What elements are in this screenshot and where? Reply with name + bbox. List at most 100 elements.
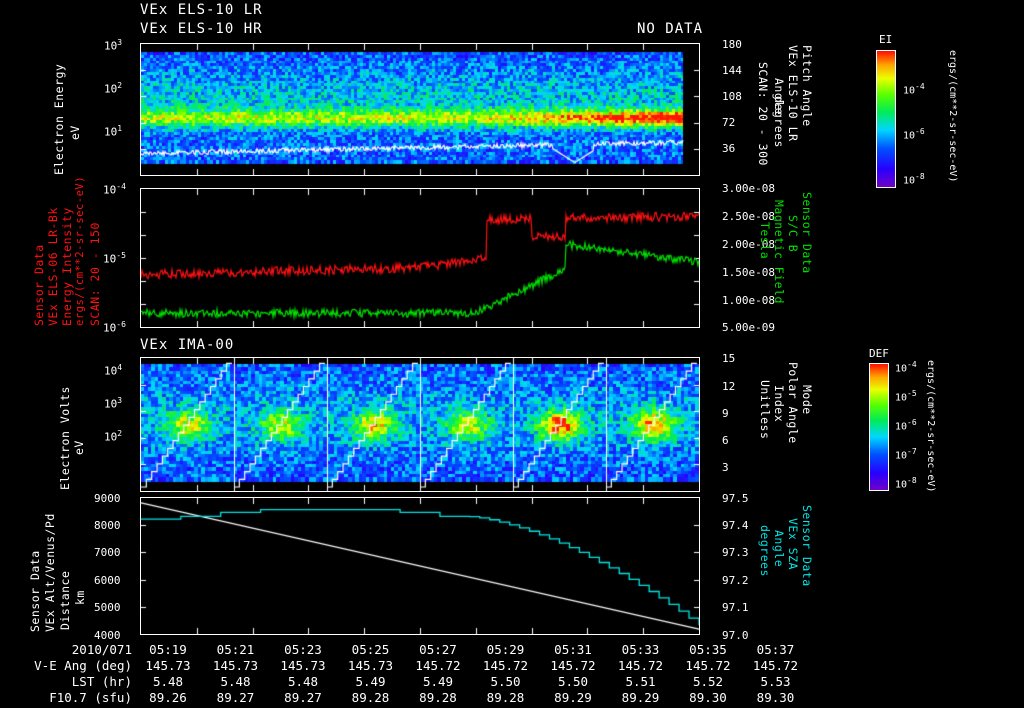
- panel-ima-electron-volts-spectrogram[interactable]: [140, 357, 700, 492]
- panel3-ytick-1: 103: [104, 396, 123, 411]
- table-cell-ve-ang-3: 145.73: [347, 658, 394, 673]
- panel3-right-axis-label-2: Polar Angle: [786, 362, 800, 444]
- colorbar-def-canvas: [870, 364, 888, 490]
- table-cell-ve-ang-7: 145.72: [617, 658, 664, 673]
- panel3-y2tick-3: 6: [722, 434, 729, 447]
- table-cell-time-9: 05:37: [756, 642, 795, 657]
- panel2-ytick-0: 10-4: [103, 182, 126, 197]
- table-cell-time-4: 05:27: [419, 642, 457, 657]
- panel4-y2tick-2: 97.3: [722, 546, 749, 559]
- table-cell-lst-4: 5.49: [422, 674, 454, 689]
- table-cell-f107-7: 89.29: [621, 690, 660, 705]
- panel1-ytick-1: 102: [104, 81, 123, 96]
- panel3-y2tick-0: 15: [722, 352, 736, 365]
- panel2-left-axis-label-4: ergs/(cm**2-sr-sec-eV): [74, 175, 86, 326]
- table-cell-lst-9: 5.53: [760, 674, 791, 689]
- table-cell-lst-1: 5.48: [220, 674, 251, 689]
- table-cell-f107-6: 89.29: [554, 690, 592, 705]
- panel4-ytick-4: 5000: [94, 601, 121, 614]
- colorbar-def-tick-3: 10-7: [895, 447, 917, 462]
- panel2-ytick-2: 10-6: [103, 320, 126, 335]
- panel2-y2tick-5: 5.00e-09: [722, 321, 775, 334]
- table-cell-time-0: 05:19: [149, 642, 187, 657]
- panel1-y2tick-2: 108: [722, 90, 742, 103]
- panel1-nodata-label: NO DATA: [637, 21, 704, 37]
- colorbar-ei-title: EI: [879, 33, 893, 46]
- table-cell-lst-3: 5.49: [355, 674, 386, 689]
- table-cell-ve-ang-9: 145.72: [752, 658, 799, 673]
- panel1-title-lr: VEx ELS-10 LR: [140, 2, 263, 18]
- panel4-ytick-5: 4000: [94, 629, 121, 642]
- table-cell-f107-3: 89.28: [351, 690, 390, 705]
- table-cell-f107-4: 89.28: [419, 690, 457, 705]
- panel4-left-axis-label-2: VEx Alt/Venus/Pd: [43, 513, 57, 632]
- panel4-left-axis-label-4: km: [73, 590, 87, 605]
- colorbar-def-tick-0: 10-4: [895, 360, 917, 375]
- panel1-canvas: [141, 44, 699, 175]
- table-cell-lst-5: 5.50: [490, 674, 521, 689]
- table-cell-time-3: 05:25: [351, 642, 390, 657]
- panel-electron-energy-spectrogram[interactable]: [140, 43, 700, 176]
- panel2-left-axis-label-1: Sensor Data: [32, 244, 46, 326]
- colorbar-ei-tick-2: 10-8: [903, 172, 925, 187]
- panel3-canvas: [141, 358, 699, 491]
- panel4-ytick-1: 8000: [94, 519, 121, 532]
- panel1-right-axis-label-4: degrees: [772, 96, 786, 148]
- table-cell-lst-6: 5.50: [557, 674, 589, 689]
- panel2-left-axis-label-2: VEx ELS-06 LR-Bk: [46, 207, 60, 326]
- panel2-y2tick-0: 3.00e-08: [722, 182, 775, 195]
- table-cell-lst-0: 5.48: [152, 674, 184, 689]
- panel4-ytick-3: 6000: [94, 574, 121, 587]
- colorbar-ei[interactable]: [876, 50, 896, 188]
- table-row-label-0: 2010/071: [71, 642, 132, 657]
- table-cell-f107-2: 89.27: [284, 690, 322, 705]
- colorbar-def-units: ergs/(cm**2-sr-sec-eV): [925, 360, 936, 493]
- table-cell-time-6: 05:31: [554, 642, 592, 657]
- panel2-y2tick-2: 2.00e-08: [722, 238, 775, 251]
- table-cell-f107-5: 89.28: [486, 690, 525, 705]
- table-cell-ve-ang-6: 145.72: [550, 658, 596, 673]
- table-cell-f107-9: 89.30: [756, 690, 795, 705]
- table-cell-ve-ang-8: 145.72: [685, 658, 731, 673]
- panel4-right-axis-label-1: Sensor Data: [800, 505, 814, 587]
- panel4-right-axis-label-4: degrees: [758, 525, 772, 577]
- table-row-label-2: LST (hr): [71, 674, 132, 689]
- panel2-y2tick-1: 2.50e-08: [722, 210, 775, 223]
- panel-energy-intensity-magfield[interactable]: [140, 188, 700, 328]
- panel3-y2tick-4: 3: [722, 461, 729, 474]
- panel4-y2tick-5: 97.0: [722, 629, 749, 642]
- panel1-y2tick-3: 72: [722, 116, 736, 129]
- panel3-title: VEx IMA-00: [140, 337, 235, 353]
- panel4-right-axis-label-2: VEx SZA: [786, 518, 800, 570]
- panel3-y2tick-1: 12: [722, 380, 736, 393]
- panel1-right-axis-label-1: Pitch Angle: [800, 45, 814, 127]
- table-cell-ve-ang-5: 145.72: [482, 658, 529, 673]
- panel4-y2tick-4: 97.1: [722, 601, 749, 614]
- colorbar-def-tick-4: 10-8: [895, 476, 917, 491]
- colorbar-ei-tick-1: 10-6: [903, 127, 925, 142]
- panel1-title-hr: VEx ELS-10 HR: [140, 21, 263, 37]
- table-cell-lst-7: 5.51: [625, 674, 656, 689]
- panel1-right-axis-label-3: Angle: [772, 78, 786, 116]
- panel1-right-axis-label-2: VEx ELS-10 LR: [786, 45, 800, 142]
- table-cell-time-2: 05:23: [284, 642, 322, 657]
- panel1-y2tick-0: 180: [722, 38, 742, 51]
- panel1-y2tick-1: 144: [722, 64, 742, 77]
- panel3-right-axis-label-1: Mode: [800, 385, 814, 415]
- panel2-left-axis-label-3: Energy Intensity: [60, 207, 74, 326]
- colorbar-def-tick-1: 10-5: [895, 389, 917, 404]
- panel2-right-axis-label-3: Magnetic Field: [772, 200, 786, 304]
- panel-distance-sza[interactable]: [140, 497, 700, 635]
- panel2-y2tick-3: 1.50e-08: [722, 266, 775, 279]
- colorbar-ei-tick-0: 10-4: [903, 82, 925, 97]
- panel1-left-axis-label: Electron Energy: [52, 63, 66, 175]
- colorbar-def[interactable]: [869, 363, 889, 491]
- table-cell-lst-2: 5.48: [287, 674, 319, 689]
- table-cell-f107-8: 89.30: [689, 690, 727, 705]
- table-row-label-1: V-E Ang (deg): [34, 658, 132, 673]
- panel4-y2tick-0: 97.5: [722, 492, 749, 505]
- panel1-ytick-0: 103: [104, 38, 123, 53]
- colorbar-ei-units: ergs/(cm**2-sr-sec-eV): [947, 50, 958, 183]
- panel4-ytick-2: 7000: [94, 546, 121, 559]
- panel4-y2tick-1: 97.4: [722, 519, 749, 532]
